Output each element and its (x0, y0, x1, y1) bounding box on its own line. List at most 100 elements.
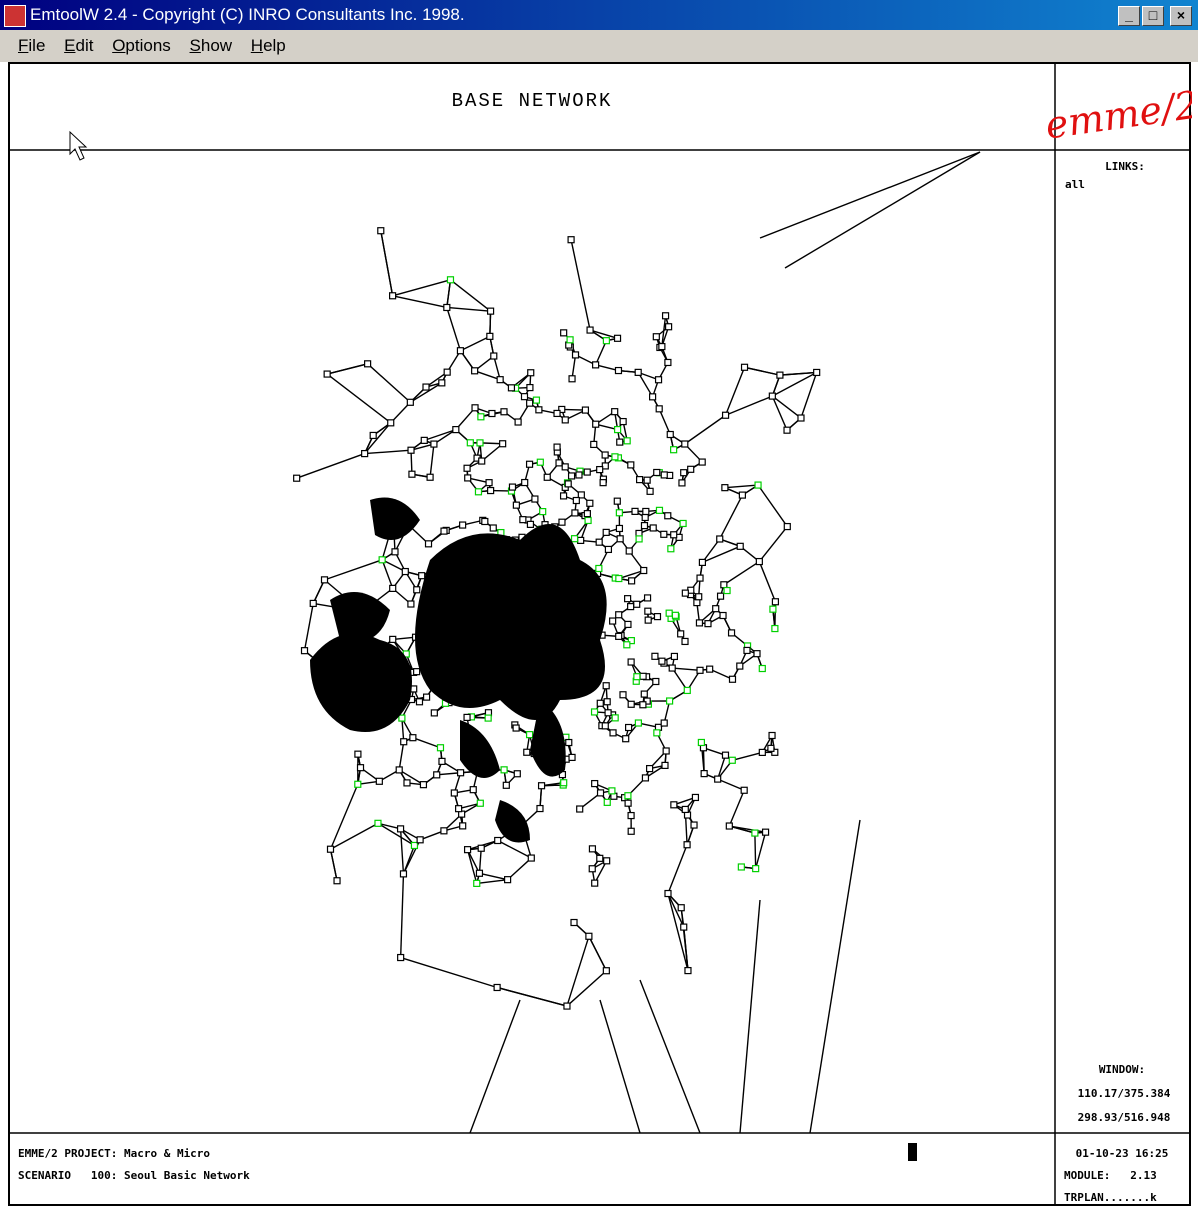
network-node (640, 702, 646, 708)
user: TRPLAN.......k (1064, 1191, 1157, 1204)
network-node (696, 620, 702, 626)
network-node (514, 771, 520, 777)
app-icon (4, 5, 26, 27)
network-node (444, 304, 450, 310)
network-node (636, 536, 642, 542)
network-node (617, 536, 623, 542)
network-node (679, 480, 685, 486)
window-label: WINDOW: (1099, 1063, 1145, 1076)
network-node (752, 830, 758, 836)
menu-item[interactable]: Edit (64, 30, 93, 62)
network-node (697, 575, 703, 581)
network-node (399, 715, 405, 721)
network-node (609, 788, 615, 794)
network-node (614, 498, 620, 504)
network-node (707, 666, 713, 672)
network-node (722, 752, 728, 758)
network-node (470, 787, 476, 793)
network-node (625, 793, 631, 799)
network-node (628, 828, 634, 834)
network-node (634, 601, 640, 607)
network-node (659, 344, 665, 350)
network-node (437, 745, 443, 751)
maximize-button[interactable]: □ (1142, 6, 1164, 26)
network-node (569, 473, 575, 479)
network-node (409, 471, 415, 477)
network-node (587, 500, 593, 506)
network-node (603, 683, 609, 689)
network-node (759, 749, 765, 755)
network-node (718, 593, 724, 599)
network-node (654, 730, 660, 736)
window-coords: 110.17/375.384 (1078, 1087, 1171, 1100)
network-node (294, 475, 300, 481)
network-node (485, 715, 491, 721)
close-button[interactable]: × (1170, 6, 1192, 26)
network-node (729, 757, 735, 763)
network-node (390, 636, 396, 642)
network-node (578, 537, 584, 543)
network-node (420, 782, 426, 788)
network-node (509, 484, 515, 490)
network-node (669, 665, 675, 671)
network-node (562, 417, 568, 423)
network-node (640, 673, 646, 679)
network-node (699, 459, 705, 465)
network-node (737, 663, 743, 669)
menu-item[interactable]: File (18, 30, 45, 62)
network-node (524, 749, 530, 755)
network-node (457, 348, 463, 354)
network-node (665, 891, 671, 897)
title-bar: EmtoolW 2.4 - Copyright (C) INRO Consult… (0, 0, 1198, 30)
network-node (536, 407, 542, 413)
network-node (615, 335, 621, 341)
network-node (584, 469, 590, 475)
network-node (656, 377, 662, 383)
network-node (503, 782, 509, 788)
minimize-button[interactable]: _ (1118, 6, 1140, 26)
network-node (460, 823, 466, 829)
network-node (682, 638, 688, 644)
network-node (486, 480, 492, 486)
network-node (458, 770, 464, 776)
network-node (768, 745, 774, 751)
network-node (684, 842, 690, 848)
network-node (722, 485, 728, 491)
menu-item[interactable]: Help (251, 30, 286, 62)
network-node (522, 480, 528, 486)
network-node (490, 525, 496, 531)
menu-item[interactable]: Show (190, 30, 233, 62)
network-node (447, 277, 453, 283)
network-node (365, 361, 371, 367)
network-node (632, 508, 638, 514)
network-node (379, 557, 385, 563)
network-node (634, 674, 640, 680)
network-node (392, 549, 398, 555)
network-node (508, 385, 514, 391)
network-node (465, 847, 471, 853)
network-node (478, 414, 484, 420)
network-node (597, 700, 603, 706)
network-node (561, 493, 567, 499)
network-node (591, 441, 597, 447)
network-node (501, 409, 507, 415)
menu-item[interactable]: Options (112, 30, 171, 62)
network-node (431, 441, 437, 447)
network-node (605, 546, 611, 552)
network-node (400, 871, 406, 877)
network-node (770, 606, 776, 612)
network-node (390, 293, 396, 299)
network-node (692, 794, 698, 800)
network-node (567, 337, 573, 343)
network-node (645, 595, 651, 601)
network-node (321, 577, 327, 583)
network-node (628, 604, 634, 610)
network-node (532, 496, 538, 502)
network-node (568, 237, 574, 243)
network-node (569, 376, 575, 382)
network-node (628, 813, 634, 819)
network-node (589, 846, 595, 852)
network-node (656, 507, 662, 513)
network-node (626, 725, 632, 731)
network-node (566, 740, 572, 746)
